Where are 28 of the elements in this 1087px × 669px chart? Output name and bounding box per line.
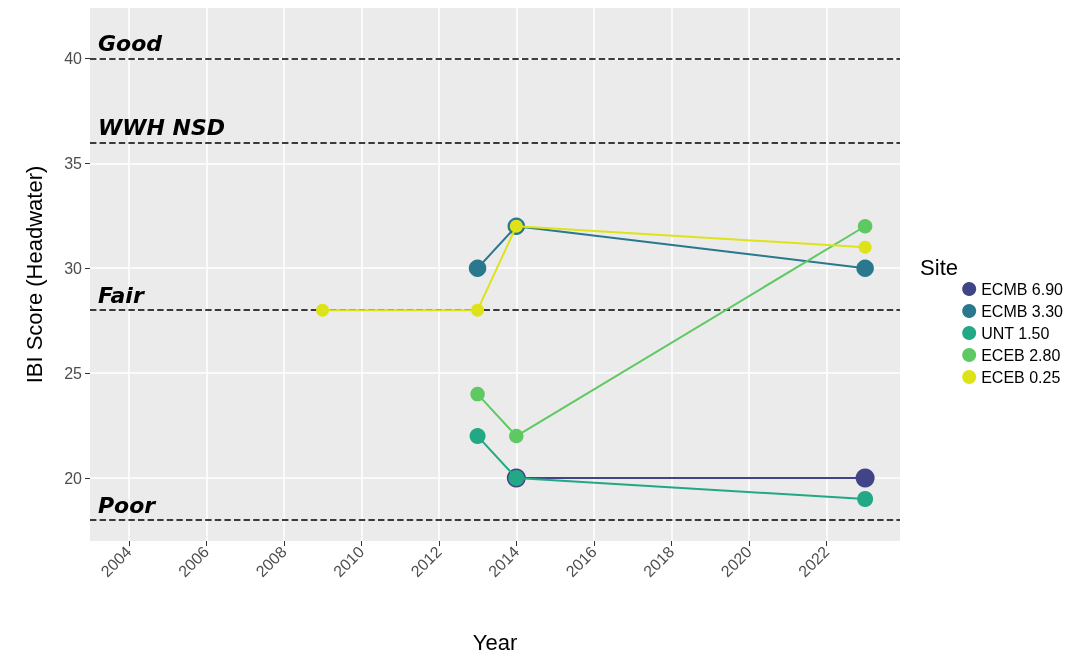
point <box>469 428 486 445</box>
y-axis-title: IBI Score (Headwater) <box>21 165 47 384</box>
point <box>509 428 524 444</box>
legend-label: ECEB 2.80 <box>981 346 1061 364</box>
point <box>316 303 330 317</box>
ref-line-label: Good <box>98 30 163 56</box>
ref-line-label: Fair <box>98 282 145 308</box>
legend-label: ECMB 3.30 <box>981 302 1064 320</box>
y-tick-label: 20 <box>64 469 83 487</box>
point <box>858 240 872 254</box>
point <box>470 386 485 402</box>
ref-line-label: Poor <box>98 492 157 518</box>
legend-label: ECMB 6.90 <box>981 280 1064 298</box>
ref-line-label: WWH NSD <box>98 114 226 140</box>
point <box>855 468 875 488</box>
y-tick-label: 30 <box>64 259 83 277</box>
y-tick-label: 25 <box>64 364 83 382</box>
y-tick-label: 40 <box>64 49 83 67</box>
point <box>468 259 487 277</box>
point <box>471 303 485 317</box>
x-axis-title: Year <box>472 629 518 655</box>
point <box>857 218 873 234</box>
legend-label: ECEB 0.25 <box>981 368 1061 386</box>
point <box>857 491 874 508</box>
legend-label: UNT 1.50 <box>981 324 1050 342</box>
y-tick-label: 35 <box>64 154 83 172</box>
legend-title: Site <box>920 254 959 280</box>
point <box>856 259 874 277</box>
